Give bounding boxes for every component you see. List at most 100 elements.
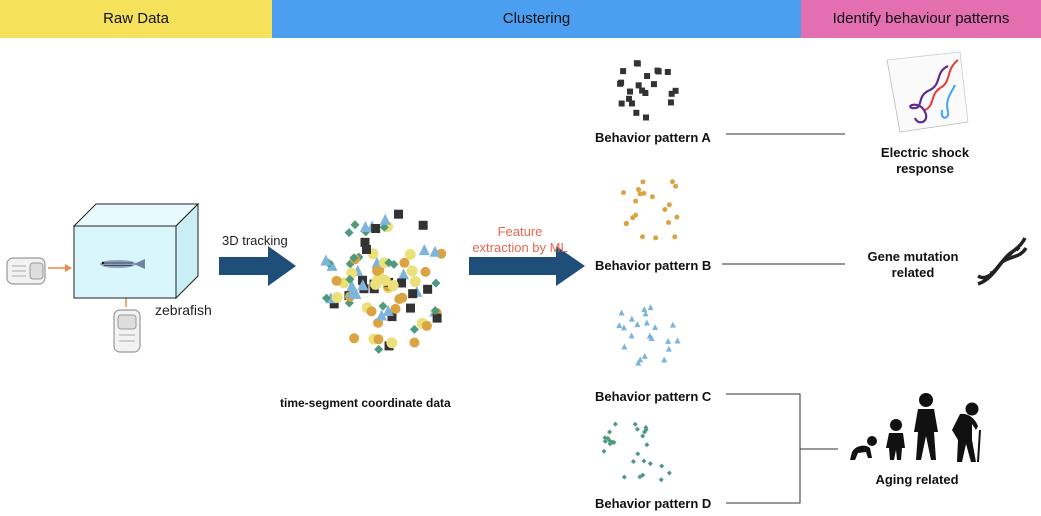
mixed-coordinate-scatter	[320, 209, 447, 354]
pattern-a-cluster	[617, 60, 679, 121]
square-marker	[432, 313, 442, 323]
diamond-marker	[384, 258, 394, 268]
triangle-marker	[376, 309, 388, 321]
pattern-d-label: Behavior pattern D	[595, 496, 712, 511]
electric-shock-line2: response	[896, 161, 954, 176]
diamond-marker	[621, 474, 627, 480]
circle-marker	[421, 320, 432, 331]
circle-marker	[662, 207, 668, 213]
triangle-marker	[646, 332, 653, 339]
camera-arrow-right	[48, 264, 72, 272]
circle-marker	[653, 235, 659, 241]
square-marker	[418, 220, 428, 230]
square-marker	[618, 100, 625, 107]
diamond-marker	[644, 442, 650, 448]
circle-marker	[386, 337, 398, 349]
circle-marker	[404, 248, 416, 260]
diamond-marker	[659, 463, 665, 469]
circle-marker	[637, 191, 643, 197]
pattern-b-cluster	[621, 179, 680, 241]
pattern-b-label: Behavior pattern B	[595, 258, 712, 273]
diamond-marker	[344, 228, 354, 238]
circle-marker	[331, 275, 342, 286]
triangle-marker	[652, 324, 659, 331]
diamond-marker	[607, 429, 613, 435]
square-marker	[643, 114, 650, 121]
diamond-marker	[630, 459, 636, 465]
pattern-c-cluster	[616, 304, 681, 366]
triangle-marker	[643, 319, 650, 326]
square-marker	[639, 87, 646, 94]
diamond-marker	[431, 278, 441, 288]
circle-marker	[666, 202, 672, 208]
gene-mutation-line2: related	[891, 265, 935, 280]
circle-marker	[372, 265, 383, 276]
circle-marker	[346, 267, 358, 279]
triangle-marker	[379, 213, 391, 225]
diamond-marker	[378, 301, 388, 311]
circle-marker	[379, 274, 391, 286]
circle-marker	[394, 294, 405, 305]
square-marker	[642, 89, 649, 96]
diamond-marker	[350, 220, 360, 230]
circle-marker	[390, 303, 401, 314]
triangle-marker	[326, 259, 338, 271]
square-marker	[394, 209, 404, 219]
header-clustering: Clustering	[272, 0, 801, 38]
tracking-arrow	[219, 246, 296, 286]
triangle-marker	[665, 345, 672, 352]
diamond-marker	[642, 429, 648, 435]
triangle-marker	[635, 359, 642, 366]
triangle-marker	[628, 315, 635, 322]
square-marker	[397, 278, 407, 288]
circle-marker	[621, 190, 627, 196]
square-marker	[635, 82, 642, 89]
square-marker	[655, 68, 662, 75]
circle-marker	[399, 257, 410, 268]
triangle-marker	[382, 304, 394, 316]
pattern-d-cluster	[601, 421, 672, 483]
diamond-marker	[643, 425, 649, 431]
diamond-marker	[609, 439, 615, 445]
triangle-marker	[669, 321, 676, 328]
triangle-marker	[665, 337, 672, 344]
triangle-marker	[429, 245, 441, 257]
square-marker	[361, 244, 371, 254]
diamond-marker	[602, 438, 608, 444]
electric-shock-line1: Electric shock	[880, 145, 970, 160]
circle-marker	[633, 212, 639, 218]
triangle-marker	[398, 268, 410, 280]
coordinate-data-caption: time-segment coordinate data	[280, 396, 451, 410]
diamond-marker	[647, 461, 653, 467]
square-marker	[371, 223, 381, 233]
square-marker	[668, 90, 675, 97]
3d-trajectory-icon	[886, 51, 969, 133]
circle-marker	[331, 292, 343, 304]
gene-mutation-line1: Gene mutation	[867, 249, 959, 264]
triangle-marker	[642, 310, 649, 317]
header-raw-data: Raw Data	[0, 0, 272, 38]
circle-marker	[409, 276, 421, 288]
connector-c	[726, 393, 801, 504]
fish-tank-cube	[72, 202, 200, 300]
diamond-marker	[374, 344, 384, 354]
triangle-marker	[641, 352, 648, 359]
triangle-marker	[647, 304, 654, 311]
diamond-marker	[345, 274, 355, 284]
square-marker	[672, 87, 679, 94]
circle-marker	[633, 198, 639, 204]
tracking-label: 3D tracking	[222, 233, 288, 248]
square-marker	[628, 100, 635, 107]
aging-related-label: Aging related	[875, 472, 959, 487]
triangle-marker	[641, 306, 648, 313]
circle-marker	[406, 265, 418, 277]
triangle-marker	[320, 254, 332, 266]
square-marker	[620, 68, 627, 75]
circle-marker	[669, 179, 675, 185]
circle-marker	[640, 179, 646, 185]
circle-marker	[387, 279, 399, 291]
pattern-c-label: Behavior pattern C	[595, 389, 712, 404]
circle-marker	[420, 266, 431, 277]
square-marker	[408, 289, 418, 299]
circle-marker	[349, 333, 360, 344]
